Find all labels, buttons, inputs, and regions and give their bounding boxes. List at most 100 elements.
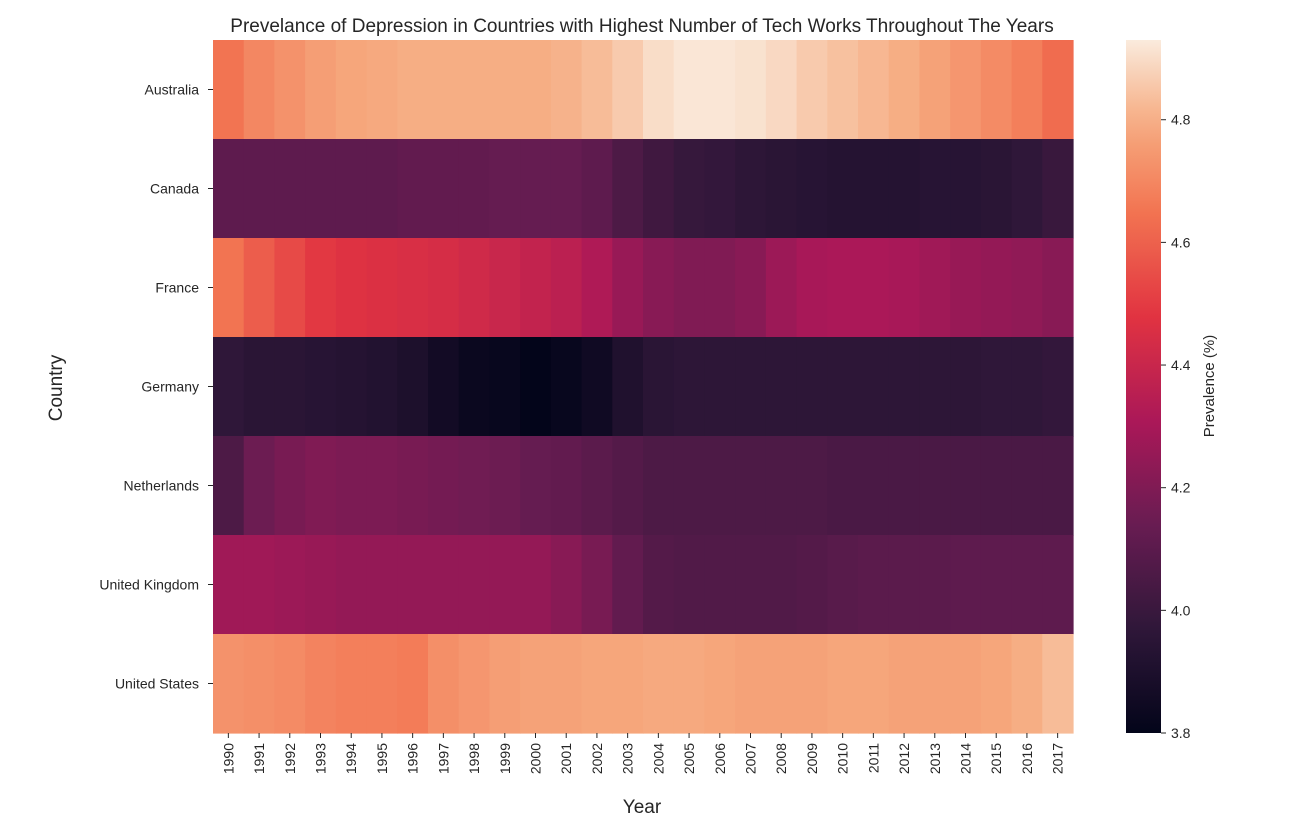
x-axis-label: Year — [623, 797, 662, 818]
heatmap-cell — [305, 139, 337, 239]
heatmap-cell — [704, 139, 736, 239]
heatmap-cell — [366, 40, 398, 140]
heatmap-cell — [673, 634, 706, 734]
heatmap-cell — [243, 337, 276, 437]
heatmap-cell — [489, 535, 521, 635]
x-tick-label: 1998 — [466, 743, 482, 774]
colorbar-tick-label: 3.8 — [1171, 725, 1191, 741]
heatmap-cell — [673, 40, 706, 140]
heatmap-cell — [980, 238, 1013, 338]
heatmap-cell — [274, 535, 306, 635]
heatmap-cell — [796, 436, 828, 536]
heatmap-cell — [550, 337, 583, 437]
heatmap-cell — [827, 436, 859, 536]
heatmap-cell — [919, 40, 951, 140]
heatmap-cell — [550, 40, 583, 140]
heatmap-cell — [550, 139, 583, 239]
x-tick-label: 2016 — [1019, 743, 1035, 774]
heatmap-cell — [858, 238, 890, 338]
heatmap-cell — [274, 634, 306, 734]
x-tick-label: 2008 — [773, 743, 789, 774]
heatmap-cell — [673, 238, 706, 338]
heatmap-cell — [428, 535, 460, 635]
x-tick-label: 1992 — [282, 743, 298, 774]
x-tick-label: 2006 — [712, 743, 728, 774]
heatmap-cell — [980, 634, 1013, 734]
x-tick-label: 2014 — [958, 743, 974, 774]
heatmap-cell — [888, 40, 921, 140]
heatmap-cell — [1011, 238, 1043, 338]
heatmap-cell — [489, 436, 521, 536]
heatmap-cell — [980, 337, 1013, 437]
heatmap-cell — [735, 238, 767, 338]
heatmap-cell — [704, 238, 736, 338]
x-tick-label: 2007 — [743, 743, 759, 774]
heatmap-cell — [888, 238, 921, 338]
x-tick-label: 2001 — [558, 743, 574, 774]
heatmap-cell — [735, 436, 767, 536]
heatmap-cell — [919, 535, 951, 635]
y-tick-label: United Kingdom — [99, 577, 199, 593]
heatmap-cell — [980, 40, 1013, 140]
heatmap-cell — [366, 238, 398, 338]
x-tick-label: 2003 — [620, 743, 636, 774]
heatmap-cell — [581, 40, 613, 140]
heatmap-cell — [458, 436, 491, 536]
heatmap-cell — [919, 634, 951, 734]
heatmap-cell — [305, 40, 337, 140]
heatmap-cell — [919, 238, 951, 338]
x-tick-label: 2013 — [927, 743, 943, 774]
heatmap-cell — [919, 436, 951, 536]
heatmap-cell — [858, 634, 890, 734]
heatmap-cell — [243, 436, 276, 536]
heatmap-cell — [612, 139, 644, 239]
heatmap-cell — [366, 535, 398, 635]
heatmap-cell — [305, 535, 337, 635]
x-tick-label: 2010 — [835, 743, 851, 774]
heatmap-cell — [243, 238, 276, 338]
y-tick-label: Canada — [150, 181, 199, 197]
heatmap-cell — [827, 40, 859, 140]
heatmap-cell — [550, 436, 583, 536]
heatmap-cell — [735, 535, 767, 635]
heatmap-cell — [858, 139, 890, 239]
y-axis-ticks: Australia Canada France Germany Netherlands U… — [99, 82, 213, 692]
heatmap-cell — [520, 535, 552, 635]
heatmap-cell — [428, 139, 460, 239]
heatmap-cells — [213, 40, 1074, 734]
heatmap-cell — [704, 436, 736, 536]
heatmap-cell — [950, 238, 982, 338]
heatmap-cell — [796, 238, 828, 338]
heatmap-cell — [950, 535, 982, 635]
y-axis-label: Country — [46, 354, 67, 421]
heatmap-cell — [827, 634, 859, 734]
heatmap-cell — [305, 337, 337, 437]
heatmap-cell — [643, 634, 675, 734]
heatmap-cell — [643, 337, 675, 437]
heatmap-cell — [950, 436, 982, 536]
heatmap-cell — [335, 337, 368, 437]
heatmap-cell — [581, 337, 613, 437]
heatmap-cell — [950, 139, 982, 239]
y-tick-label: Germany — [141, 379, 199, 395]
heatmap-cell — [704, 337, 736, 437]
heatmap-cell — [950, 337, 982, 437]
x-tick-label: 2009 — [804, 743, 820, 774]
heatmap-cell — [213, 139, 245, 239]
heatmap-cell — [796, 139, 828, 239]
x-tick-label: 2017 — [1050, 743, 1066, 774]
heatmap-cell — [612, 436, 644, 536]
heatmap-cell — [765, 139, 798, 239]
heatmap-cell — [397, 238, 429, 338]
heatmap-cell — [428, 337, 460, 437]
heatmap-cell — [765, 535, 798, 635]
x-tick-label: 2011 — [865, 743, 881, 773]
heatmap-cell — [796, 337, 828, 437]
heatmap-cell — [213, 337, 245, 437]
heatmap-cell — [397, 40, 429, 140]
colorbar-tick-label: 4.8 — [1171, 112, 1191, 128]
heatmap-cell — [827, 535, 859, 635]
heatmap-cell — [643, 139, 675, 239]
heatmap-cell — [428, 634, 460, 734]
heatmap-cell — [550, 535, 583, 635]
